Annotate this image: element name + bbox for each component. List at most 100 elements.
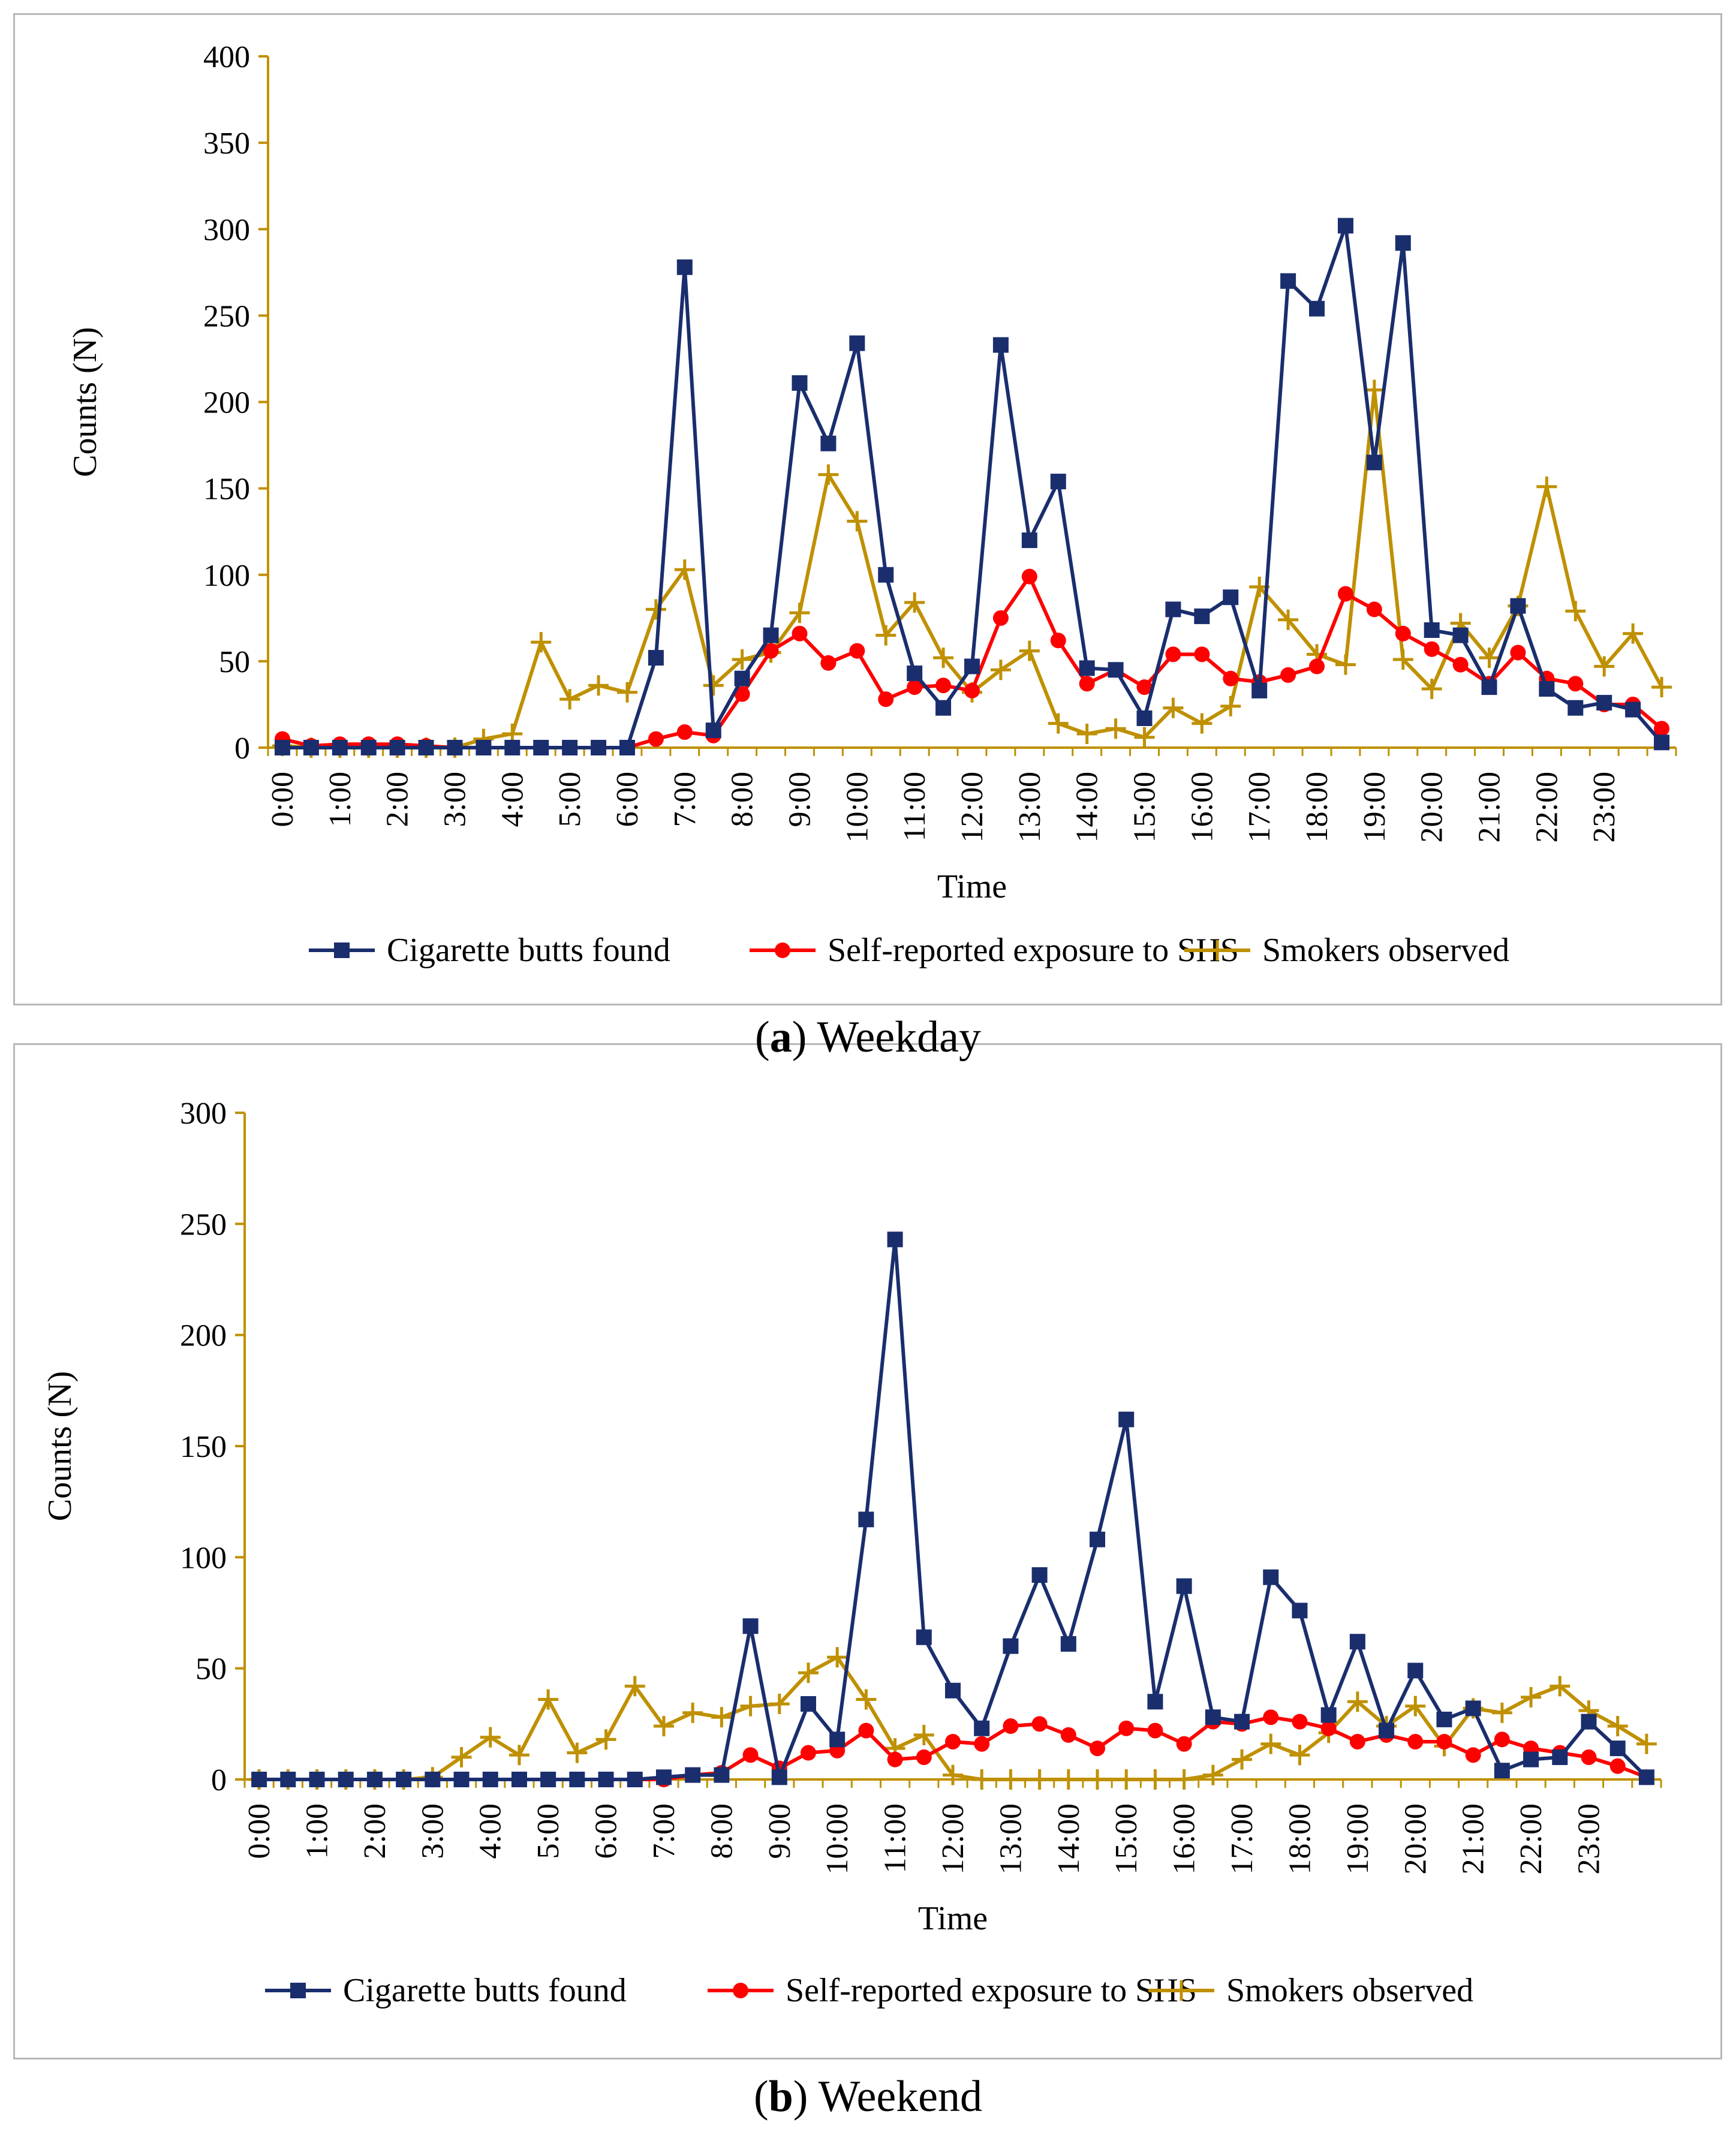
panel-b-frame xyxy=(13,1043,1722,2059)
chart-a-series-smokers-observed-point xyxy=(531,632,552,653)
chart-b-series-smokers-observed-point xyxy=(1232,1749,1253,1770)
chart-b-y-tick-label: 0 xyxy=(211,1763,227,1797)
chart-a-series-smokers-observed-point xyxy=(1105,718,1126,739)
chart-b-x-tick-label: 3:00 xyxy=(416,1803,450,1859)
chart-b-series-cigarette-butts-found-point xyxy=(511,1772,527,1787)
chart-a-y-tick-label: 50 xyxy=(219,645,250,679)
chart-a-series-smokers-observed-point xyxy=(1048,713,1069,734)
chart-a-series-cigarette-butts-found-point xyxy=(389,740,405,755)
chart-a-series-cigarette-butts-found-point xyxy=(705,722,721,739)
chart-a: 0 50 100 150 200 250 300 350 400 0:00 1:00 2:00 3:00… xyxy=(67,40,1677,969)
chart-b-x-tick-label: 13:00 xyxy=(994,1803,1028,1874)
chart-a-series-cigarette-butts-found-point xyxy=(1596,695,1612,711)
chart-a-series-self-reported-exposure-to-shs-point xyxy=(763,643,779,659)
chart-a-x-tick-label: 5:00 xyxy=(553,772,587,827)
chart-b-series-smokers-observed-point xyxy=(1087,1769,1108,1790)
chart-b-series-cigarette-butts-found-point xyxy=(1379,1723,1395,1739)
chart-b-series-cigarette-butts-found xyxy=(251,1231,1654,1787)
chart-a-legend-marker xyxy=(334,942,350,958)
chart-a-y-tick-label: 150 xyxy=(203,472,250,507)
chart-b-series-smokers-observed-point xyxy=(769,1693,790,1714)
chart-a-series-smokers-observed-point xyxy=(1163,697,1184,718)
chart-b-x-tick-label: 12:00 xyxy=(936,1803,970,1874)
chart-b-x-tick-label: 22:00 xyxy=(1514,1803,1548,1874)
chart-a-series-self-reported-exposure-to-shs-point xyxy=(1280,667,1296,683)
chart-a-legend-marker xyxy=(775,942,790,958)
chart-a-legend-label: Self-reported exposure to SHS xyxy=(828,932,1239,969)
chart-b-x-tick-label: 8:00 xyxy=(705,1803,739,1859)
chart-a-series-self-reported-exposure-to-shs-point xyxy=(1366,601,1382,618)
chart-b-x-tick-label: 16:00 xyxy=(1168,1803,1202,1874)
chart-b-series-self-reported-exposure-to-shs-point xyxy=(974,1736,990,1752)
chart-b-x-tick-label: 20:00 xyxy=(1398,1803,1433,1874)
chart-a-series-cigarette-butts-found-point xyxy=(1108,662,1124,678)
chart-a-series-self-reported-exposure-to-shs-point xyxy=(1309,658,1325,674)
chart-a-series-cigarette-butts-found-point xyxy=(676,259,693,275)
chart-a-x-tick-label: 20:00 xyxy=(1415,772,1449,842)
chart-a-series-cigarette-butts-found-point xyxy=(360,740,377,755)
chart-a-series-smokers-observed-point xyxy=(1594,656,1615,677)
chart-b-series-self-reported-exposure-to-shs-point xyxy=(1003,1718,1019,1735)
chart-a-y-axis-title: Counts (N) xyxy=(67,327,104,477)
chart-a-series-smokers-observed-point xyxy=(674,559,695,580)
chart-b-series-cigarette-butts-found-point xyxy=(1003,1638,1019,1654)
chart-a-series-smokers-observed-point xyxy=(1364,380,1385,400)
chart-a-series-smokers-observed-point xyxy=(933,648,954,668)
chart-b-series-smokers-observed-point xyxy=(1491,1702,1512,1723)
chart-b-series-self-reported-exposure-to-shs-point xyxy=(945,1733,961,1749)
chart-a-series-cigarette-butts-found-point xyxy=(1079,660,1095,676)
chart-a-series-cigarette-butts-found-point xyxy=(1539,680,1555,697)
chart-a-legend-item: Cigarette butts found xyxy=(309,932,670,969)
chart-b-series-smokers-observed-point xyxy=(1607,1716,1628,1737)
chart-b-x-axis-title: Time xyxy=(918,1900,988,1937)
chart-b-series-smokers-observed-point xyxy=(1174,1769,1195,1790)
chart-b-series-smokers-observed-point xyxy=(451,1746,472,1767)
chart-a-legend-item: Smokers observed xyxy=(1184,932,1509,969)
chart-b-series-self-reported-exposure-to-shs-point xyxy=(800,1745,816,1761)
chart-b-series-cigarette-butts-found-point xyxy=(714,1767,730,1783)
chart-b-series-smokers-observed-point xyxy=(1347,1691,1368,1712)
chart-a-series-cigarette-butts-found-point xyxy=(878,567,894,583)
chart-a-series-smokers-observed-point xyxy=(1192,713,1213,734)
chart-a-series-smokers-observed-point xyxy=(1421,678,1442,699)
chart-a-series-cigarette-butts-found-point xyxy=(648,650,664,666)
chart-a-series-smokers-observed-point xyxy=(1623,623,1644,644)
chart-b-series-self-reported-exposure-to-shs-point xyxy=(1465,1747,1481,1763)
chart-a-series-self-reported-exposure-to-shs-point xyxy=(734,686,750,702)
chart-a-series-cigarette-butts-found-point xyxy=(1021,532,1037,549)
chart-a-series-self-reported-exposure-to-shs-point xyxy=(648,731,664,747)
chart-a-series-cigarette-butts-found-point xyxy=(734,670,750,686)
chart-b-series-self-reported-exposure-to-shs-point xyxy=(1436,1733,1452,1749)
chart-b-series-smokers-observed-point xyxy=(1636,1733,1657,1754)
chart-b-series-cigarette-butts-found-point xyxy=(280,1772,296,1787)
chart-a-series-smokers-observed-point xyxy=(1536,476,1557,497)
chart-b-series-smokers-observed-point xyxy=(711,1707,732,1728)
chart-a-series-smokers-observed-point xyxy=(1220,695,1241,716)
chart-b-series-cigarette-butts-found-point xyxy=(540,1772,556,1787)
chart-b-series-smokers-observed-point xyxy=(538,1689,559,1710)
chart-a-series-smokers-observed-point xyxy=(703,675,724,696)
chart-a-series-cigarette-butts-found-point xyxy=(1165,601,1181,618)
chart-a-x-tick-label: 13:00 xyxy=(1013,772,1047,842)
chart-a-series-self-reported-exposure-to-shs-point xyxy=(1165,646,1181,663)
chart-a-series-cigarette-butts-found-point xyxy=(1309,300,1325,317)
chart-b-series-cigarette-butts-found-point xyxy=(569,1772,585,1787)
chart-b-legend-item: Smokers observed xyxy=(1148,1972,1473,2009)
chart-a-x-tick-label: 23:00 xyxy=(1587,772,1621,842)
chart-b-series-smokers-observed-point xyxy=(856,1689,877,1710)
chart-a-x-tick-label: 1:00 xyxy=(323,772,357,827)
chart-a-x-tick-label: 19:00 xyxy=(1358,772,1392,842)
chart-b-series-cigarette-butts-found-point xyxy=(800,1696,816,1712)
chart-b-series-self-reported-exposure-to-shs-point xyxy=(1407,1733,1424,1749)
chart-b-y-tick-label: 150 xyxy=(180,1430,227,1464)
chart-b-series-cigarette-butts-found-point xyxy=(945,1682,961,1699)
chart-b: 0 50 100 150 200 250 300 0:00 1:00 2:00 3:00 4:00 5:… xyxy=(41,1097,1662,2009)
chart-b-series-cigarette-butts-found-point xyxy=(1494,1763,1510,1779)
chart-a-series-cigarette-butts-found-point xyxy=(935,700,952,716)
chart-a-series-cigarette-butts-found-point xyxy=(619,740,635,755)
chart-b-series-cigarette-butts-found-point xyxy=(1523,1751,1539,1767)
chart-a-series-self-reported-exposure-to-shs-point xyxy=(1050,633,1066,649)
chart-b-series-smokers-observed-point xyxy=(595,1729,616,1750)
chart-a-series-cigarette-butts-found-point xyxy=(907,666,923,682)
